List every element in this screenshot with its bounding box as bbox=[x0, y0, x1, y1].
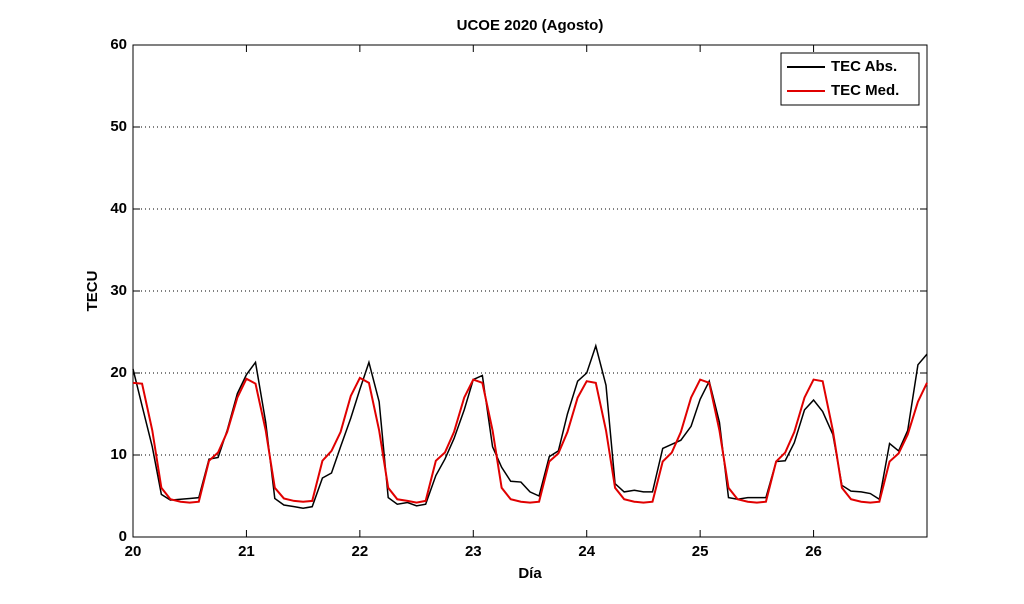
x-tick-label: 26 bbox=[805, 543, 822, 560]
x-tick-label: 23 bbox=[465, 543, 482, 560]
x-tick-label: 22 bbox=[352, 543, 369, 560]
legend-box bbox=[780, 52, 920, 106]
legend-label: TEC Med. bbox=[831, 82, 899, 99]
x-tick-label: 24 bbox=[578, 543, 595, 560]
y-tick-label: 30 bbox=[110, 282, 127, 299]
y-tick-label: 40 bbox=[110, 200, 127, 217]
y-tick-label: 20 bbox=[110, 364, 127, 381]
y-tick-label: 60 bbox=[110, 36, 127, 53]
plot-frame bbox=[132, 44, 928, 538]
y-tick-label: 10 bbox=[110, 446, 127, 463]
y-tick-label: 0 bbox=[119, 528, 127, 545]
legend-label: TEC Abs. bbox=[831, 58, 897, 75]
y-axis-label: TECU bbox=[84, 271, 101, 312]
x-axis-label: Día bbox=[518, 565, 542, 582]
y-tick-label: 50 bbox=[110, 118, 127, 135]
x-tick-label: 25 bbox=[692, 543, 709, 560]
x-tick-label: 20 bbox=[125, 543, 142, 560]
data-line bbox=[132, 376, 928, 504]
x-tick-label: 21 bbox=[238, 543, 255, 560]
chart-title: UCOE 2020 (Agosto) bbox=[457, 17, 604, 34]
data-line bbox=[132, 343, 928, 510]
